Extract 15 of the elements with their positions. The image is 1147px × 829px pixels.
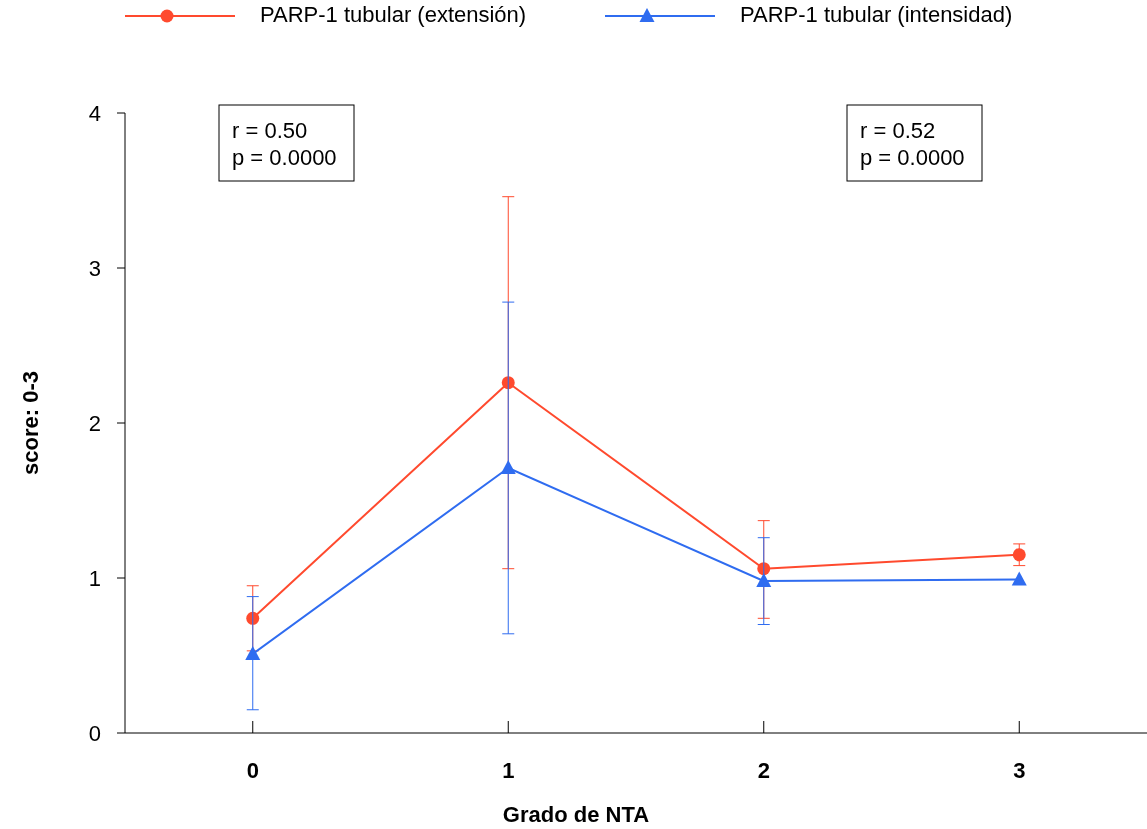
x-axis-title: Grado de NTA xyxy=(502,802,650,827)
annotation: r = 0.50 p = 0.0000 xyxy=(232,118,337,170)
x-tick-label: 3 xyxy=(1013,758,1026,783)
x-tick-label: 0 xyxy=(246,758,259,783)
y-tick-label: 1 xyxy=(88,565,101,591)
y-tick-label: 4 xyxy=(88,100,101,126)
legend-label: PARP-1 tubular (extensión) xyxy=(260,2,527,27)
x-tick-label: 2 xyxy=(757,758,770,783)
y-axis-title: score: 0-3 xyxy=(18,371,43,475)
legend-label: PARP-1 tubular (intensidad) xyxy=(740,2,1013,27)
y-tick-label: 0 xyxy=(88,720,101,746)
y-tick-label: 2 xyxy=(88,410,101,436)
annotation: r = 0.52 p = 0.0000 xyxy=(860,118,965,170)
y-tick-label: 3 xyxy=(88,255,101,281)
x-tick-label: 1 xyxy=(502,758,515,783)
